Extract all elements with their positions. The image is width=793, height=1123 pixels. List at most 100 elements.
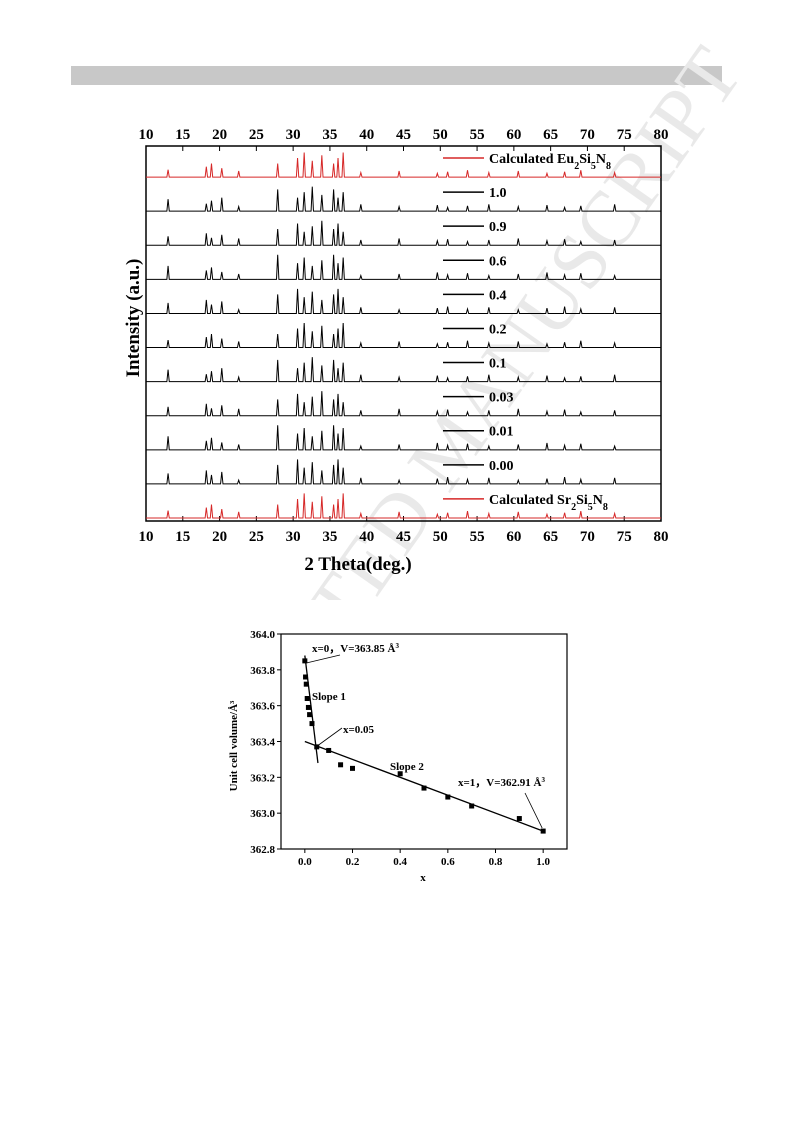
xrd-bottom-tick-label: 60: [506, 529, 521, 545]
xrd-bottom-tick-label: 70: [580, 529, 595, 545]
volume-y-tick-label: 363.4: [250, 737, 275, 749]
xrd-bottom-tick-label: 45: [396, 529, 411, 545]
xrd-pattern: [146, 493, 661, 519]
xrd-legend-label: Calculated Eu2Si5N8: [489, 152, 611, 172]
xrd-legend-label: 0.6: [489, 254, 507, 269]
volume-data-point: [303, 674, 309, 680]
annotation-slope1: Slope 1: [312, 691, 346, 703]
annotation-x0: x=0，V=363.85 Å3: [312, 642, 399, 655]
volume-x-tick-label: 0.0: [298, 856, 312, 868]
volume-data-point: [540, 828, 546, 834]
xrd-pattern: [146, 288, 661, 314]
volume-fit-line: [304, 740, 544, 832]
xrd-bottom-tick-label: 35: [322, 529, 337, 545]
volume-data-point: [303, 681, 309, 687]
xrd-bottom-tick-label: 20: [212, 529, 227, 545]
xrd-top-tick-label: 35: [322, 127, 337, 143]
xrd-legend-label: 0.03: [489, 391, 514, 406]
volume-y-axis-title: Unit cell volume/Å³: [228, 700, 240, 791]
xrd-legend-label: 1.0: [489, 186, 507, 201]
volume-y-tick-label: 362.8: [250, 844, 275, 856]
xrd-legend-label: 0.4: [489, 288, 507, 303]
xrd-bottom-tick-label: 75: [617, 529, 632, 545]
annotation-arrow-x1: [524, 792, 543, 829]
xrd-pattern: [146, 357, 661, 383]
xrd-pattern: [146, 459, 661, 485]
volume-frame: [280, 633, 568, 850]
xrd-x-axis-title: 2 Theta(deg.): [304, 554, 411, 575]
volume-x-tick-label: 0.6: [441, 856, 455, 868]
xrd-legend-label: 0.2: [489, 322, 507, 337]
volume-data-point: [338, 762, 344, 768]
xrd-top-tick-label: 50: [433, 127, 448, 143]
volume-data-point: [445, 794, 451, 800]
xrd-pattern: [146, 322, 661, 349]
xrd-legend-label: 0.00: [489, 459, 514, 474]
xrd-top-tick-label: 15: [175, 127, 190, 143]
annotation-arrow-x0: [306, 654, 341, 664]
xrd-top-tick-label: 40: [359, 127, 374, 143]
xrd-figure: ACCEPTED MANUSCRIPT 10 10 15 15 20 20 25 25 30 30…: [123, 32, 759, 600]
xrd-bottom-tick-label: 80: [654, 529, 669, 545]
xrd-pattern: [146, 152, 661, 178]
xrd-top-tick-label: 45: [396, 127, 411, 143]
annotation-x005: x=0.05: [343, 724, 375, 736]
volume-fit-line: [304, 655, 319, 764]
volume-x-tick-label: 0.8: [489, 856, 503, 868]
xrd-top-tick-label: 60: [506, 127, 521, 143]
xrd-top-tick-label: 20: [212, 127, 227, 143]
volume-data-point: [314, 744, 320, 750]
volume-data-point: [302, 658, 308, 664]
xrd-plot-area: 10 10 15 15 20 20 25 25 30 30 35 35 40 40 45 45 50 50 55 55…: [139, 127, 669, 545]
xrd-bottom-tick-label: 65: [543, 529, 558, 545]
volume-x-tick-label: 0.2: [346, 856, 360, 868]
volume-y-tick-label: 363.2: [250, 772, 275, 784]
volume-y-tick-label: 363.0: [250, 808, 275, 820]
xrd-top-tick-label: 30: [286, 127, 301, 143]
xrd-top-tick-label: 80: [654, 127, 669, 143]
volume-x-axis-title: x: [420, 872, 426, 884]
annotation-arrow-x005: [318, 727, 343, 746]
volume-y-tick-label: 363.8: [250, 665, 275, 677]
volume-data-point: [309, 721, 315, 727]
volume-data-point: [307, 712, 313, 718]
xrd-bottom-tick-label: 30: [286, 529, 301, 545]
xrd-pattern: [146, 186, 661, 212]
volume-data-point: [350, 765, 355, 771]
header-bar: [71, 66, 722, 85]
xrd-top-tick-label: 65: [543, 127, 558, 143]
xrd-pattern: [146, 425, 661, 451]
annotation-x1: x=1，V=362.91 Å3: [458, 776, 545, 789]
volume-x-tick-label: 0.4: [393, 856, 407, 868]
xrd-bottom-tick-label: 10: [139, 529, 154, 545]
volume-data-point: [397, 771, 403, 777]
xrd-legend-label: 0.1: [489, 357, 507, 372]
xrd-y-axis-title: Intensity (a.u.): [123, 259, 144, 378]
volume-data-point: [326, 747, 332, 753]
xrd-top-tick-label: 75: [617, 127, 632, 143]
xrd-legend-label: Calculated Sr2Si5N8: [489, 493, 608, 512]
volume-plot-area: 0.0 0.2 0.4 0.6 0.8 1.0 362.8 363.0 363.2 363.4 36…: [250, 629, 568, 868]
xrd-bottom-tick-label: 55: [470, 529, 485, 545]
volume-data-point: [516, 816, 522, 822]
xrd-bottom-tick-label: 50: [433, 529, 448, 545]
watermark: ACCEPTED MANUSCRIPT: [143, 32, 759, 600]
xrd-legend-label: 0.9: [489, 220, 507, 235]
xrd-bottom-tick-label: 15: [175, 529, 190, 545]
xrd-pattern: [146, 391, 661, 417]
xrd-top-tick-label: 70: [580, 127, 595, 143]
xrd-top-tick-label: 55: [470, 127, 485, 143]
volume-data-point: [304, 696, 310, 701]
volume-data-point: [421, 785, 427, 791]
volume-y-tick-label: 364.0: [250, 629, 275, 641]
xrd-pattern: [146, 220, 661, 246]
xrd-top-tick-label: 10: [139, 127, 154, 143]
xrd-pattern: [146, 254, 661, 280]
volume-y-tick-label: 363.6: [250, 701, 275, 713]
annotation-slope2: Slope 2: [390, 761, 424, 773]
volume-data-point: [469, 803, 475, 809]
xrd-bottom-tick-label: 40: [359, 529, 374, 545]
volume-x-tick-label: 1.0: [536, 856, 550, 868]
volume-data-point: [305, 704, 311, 710]
xrd-top-tick-label: 25: [249, 127, 264, 143]
